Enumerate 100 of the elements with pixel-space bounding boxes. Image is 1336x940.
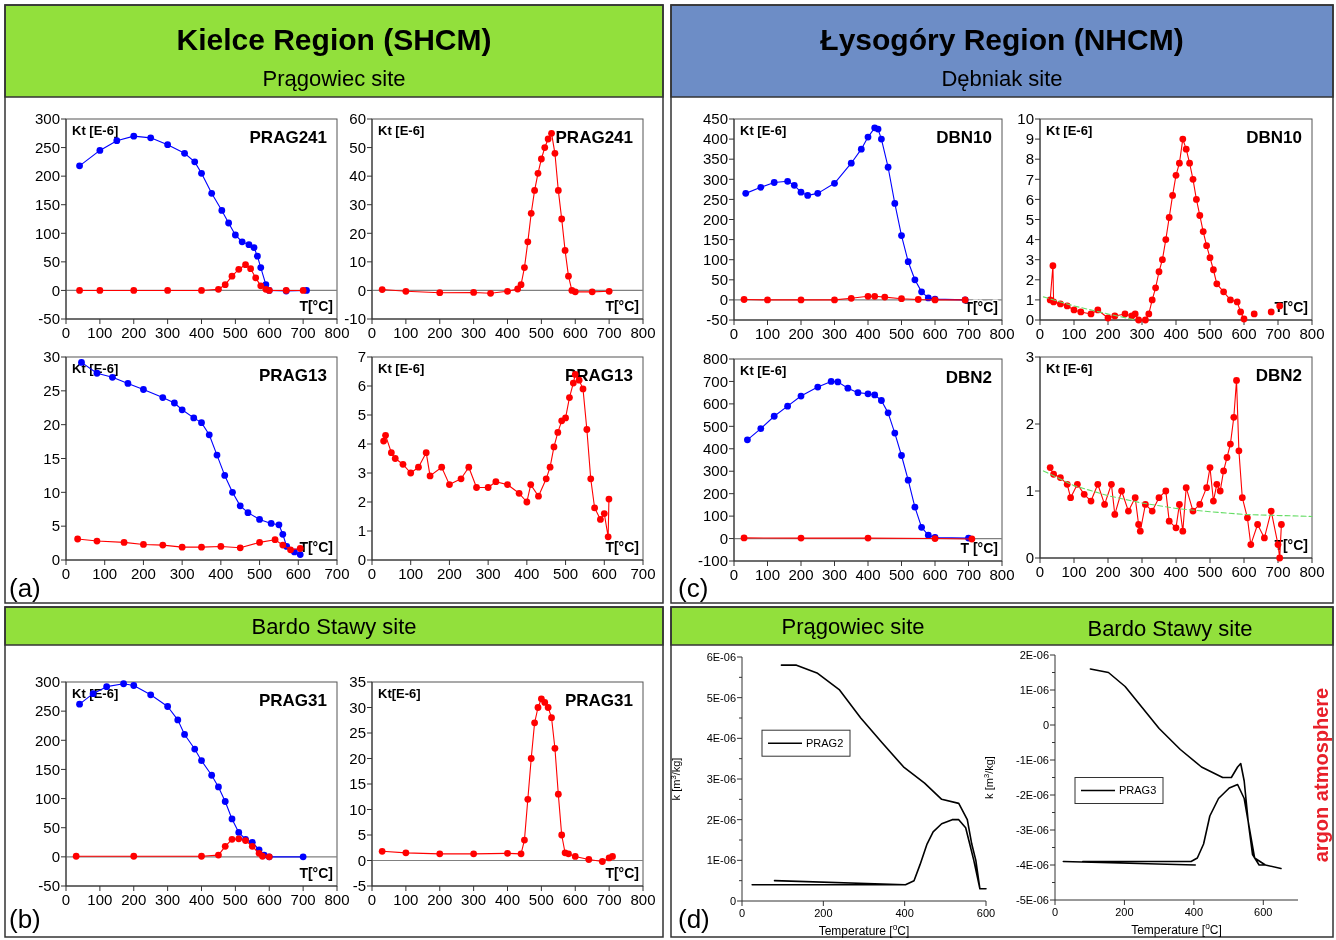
y-tick-label: 700: [702, 372, 728, 390]
x-tick-label: 200: [121, 891, 147, 908]
y-tick-label: -5: [352, 877, 366, 895]
x-tick-label: 200: [130, 565, 156, 582]
x-tick-label: 300: [1129, 563, 1155, 580]
y-axis-title: Kt [E-6]: [378, 123, 425, 138]
y-tick-label: 150: [34, 195, 60, 213]
x-axis-title: T[°C]: [605, 865, 639, 881]
y-axis-title: Kt[E-6]: [378, 686, 421, 701]
x-axis-title: T [°C]: [960, 540, 998, 556]
text: DBN2: [945, 368, 992, 387]
x-tick-label: 500: [1197, 563, 1223, 580]
x-tick-label: 600: [1231, 325, 1257, 342]
y-tick-label: 5E-06: [706, 691, 736, 704]
y-tick-label: 100: [34, 789, 60, 807]
y-tick-label: 0: [357, 551, 366, 569]
legend-label: PRAG2: [806, 737, 844, 750]
y-tick-label: 7: [357, 348, 366, 366]
x-tick-label: 500: [888, 325, 915, 342]
y-tick-label: 300: [34, 110, 60, 128]
y-tick-label: 250: [702, 190, 728, 208]
x-tick-label: 400: [188, 891, 215, 908]
y-tick-label: 50: [43, 818, 60, 836]
x-tick-label: 200: [814, 906, 833, 919]
x-tick-label: 400: [514, 565, 540, 582]
text: PRAG241: [249, 128, 327, 147]
y-tick-label: 15: [43, 449, 60, 467]
y-tick-label: 2E-06: [1019, 648, 1049, 661]
x-axis-title: T[°C]: [605, 539, 639, 555]
x-axis-title: T[°C]: [299, 298, 333, 314]
text: PRAG13: [258, 366, 327, 385]
y-tick-label: 200: [702, 484, 728, 502]
y-tick-label: 2: [1025, 415, 1034, 433]
text: (c): [678, 573, 709, 603]
x-tick-label: 600: [922, 566, 948, 583]
y-axis-title: Kt [E-6]: [740, 123, 787, 138]
x-tick-label: 100: [92, 565, 118, 582]
x-tick-label: 600: [922, 325, 948, 342]
x-tick-label: 100: [754, 566, 781, 583]
y-tick-label: 200: [34, 731, 60, 749]
x-tick-label: 100: [1061, 563, 1087, 580]
x-axis-title: T[°C]: [964, 299, 998, 315]
x-tick-label: 200: [788, 325, 814, 342]
y-tick-label: 300: [702, 170, 728, 188]
text: Bardo Stawy site: [251, 614, 417, 639]
x-tick-label: 600: [562, 891, 588, 908]
y-tick-label: -50: [38, 310, 60, 328]
y-tick-label: 500: [702, 417, 728, 435]
x-tick-label: 800: [630, 324, 656, 341]
y-tick-label: 10: [1017, 110, 1034, 128]
text: Dębniak site: [941, 66, 1063, 91]
y-tick-label: -50: [38, 877, 60, 895]
y-tick-label: 0: [51, 281, 60, 299]
text: DBN2: [1255, 366, 1302, 385]
y-tick-label: 10: [349, 253, 366, 271]
x-tick-label: 700: [596, 324, 622, 341]
y-tick-label: -3E-06: [1015, 823, 1049, 836]
x-tick-label: 500: [247, 565, 273, 582]
y-tick-label: 6: [357, 377, 366, 395]
x-tick-label: 300: [169, 565, 195, 582]
x-tick-label: 400: [188, 324, 215, 341]
y-tick-label: 0: [1025, 311, 1034, 329]
x-tick-label: 800: [1299, 325, 1325, 342]
x-axis-title: T[°C]: [299, 539, 333, 555]
x-tick-label: 0: [1051, 905, 1059, 918]
text: argon atmosphere: [1310, 687, 1333, 863]
text: (b): [9, 904, 41, 934]
x-tick-label: 600: [976, 906, 996, 919]
y-tick-label: 350: [702, 150, 728, 168]
y-tick-label: -2E-06: [1015, 788, 1049, 801]
y-tick-label: 50: [349, 138, 366, 156]
x-tick-label: 200: [1095, 563, 1121, 580]
y-tick-label: 2: [357, 493, 366, 511]
text: Prągowiec site: [781, 614, 925, 639]
y-tick-label: 0: [719, 291, 728, 309]
x-tick-label: 700: [290, 324, 316, 341]
x-tick-label: 100: [398, 565, 424, 582]
legend-label: PRAG3: [1119, 784, 1157, 797]
x-axis-title: T[°C]: [605, 298, 639, 314]
y-axis-title: Kt [E-6]: [1046, 361, 1093, 376]
y-tick-label: 100: [34, 224, 60, 242]
x-tick-label: 400: [855, 325, 881, 342]
x-tick-label: 400: [895, 906, 914, 919]
y-tick-label: -1E-06: [1015, 753, 1049, 766]
x-tick-label: 800: [989, 325, 1015, 342]
x-tick-label: 600: [256, 891, 282, 908]
x-tick-label: 300: [155, 891, 181, 908]
x-tick-label: 400: [855, 566, 881, 583]
x-tick-label: 700: [1265, 325, 1291, 342]
x-tick-label: 700: [324, 565, 350, 582]
y-tick-label: -100: [697, 552, 728, 570]
text: (d): [678, 904, 710, 934]
x-tick-label: 800: [989, 566, 1015, 583]
y-tick-label: 0: [51, 848, 60, 866]
y-tick-label: 0: [1042, 718, 1049, 731]
y-tick-label: 400: [702, 440, 728, 458]
y-tick-label: 50: [711, 271, 728, 289]
x-tick-label: 800: [1299, 563, 1325, 580]
y-tick-label: 1: [357, 522, 366, 540]
x-axis-title: T[°C]: [299, 865, 333, 881]
